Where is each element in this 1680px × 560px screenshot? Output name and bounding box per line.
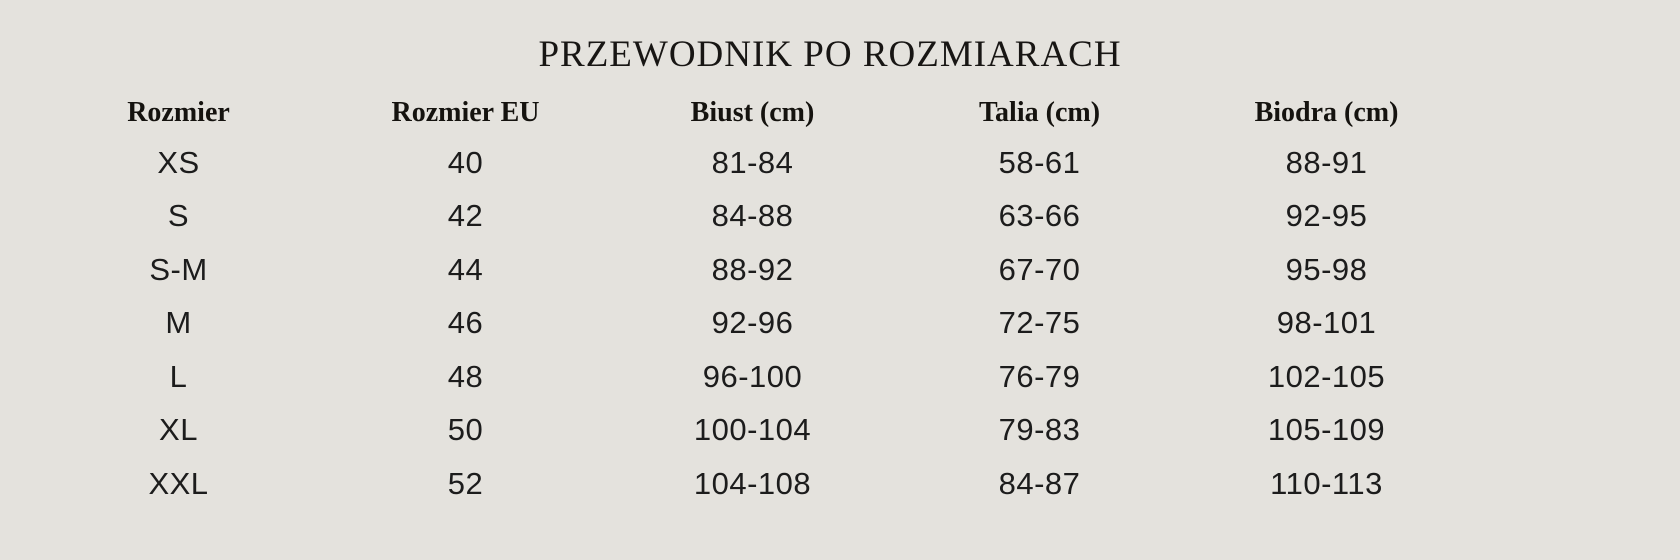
table-cell: 50: [447, 412, 484, 448]
size-label-cell: XS: [157, 144, 200, 180]
column-header-rozmier-eu: Rozmier EU: [391, 97, 540, 128]
table-row: S 42 84-88 63-66 92-95: [35, 190, 1470, 244]
size-guide-table: Rozmier Rozmier EU Biust (cm) Talia (cm)…: [35, 90, 1470, 511]
table-cell: 92-96: [711, 305, 794, 341]
table-cell: 102-105: [1267, 358, 1386, 394]
table-cell: 105-109: [1267, 412, 1386, 448]
table-cell: 88-92: [711, 251, 794, 287]
page-title: PRZEWODNIK PO ROZMIARACH: [538, 34, 1122, 75]
table-row: L 48 96-100 76-79 102-105: [35, 350, 1470, 404]
table-cell: 96-100: [702, 358, 803, 394]
table-cell: 92-95: [1285, 198, 1368, 234]
table-header-row: Rozmier Rozmier EU Biust (cm) Talia (cm)…: [35, 90, 1470, 136]
column-header-biust: Biust (cm): [690, 97, 815, 128]
column-header-rozmier: Rozmier: [127, 97, 230, 128]
table-cell: 100-104: [693, 412, 812, 448]
size-label-cell: XXL: [148, 465, 209, 501]
size-label-cell: M: [165, 305, 192, 341]
table-cell: 79-83: [998, 412, 1081, 448]
table-cell: 81-84: [711, 144, 794, 180]
table-cell: 98-101: [1276, 305, 1377, 341]
table-cell: 88-91: [1285, 144, 1368, 180]
size-label-cell: S: [167, 198, 190, 234]
table-row: XS 40 81-84 58-61 88-91: [35, 136, 1470, 190]
table-row: S-M 44 88-92 67-70 95-98: [35, 243, 1470, 297]
table-cell: 40: [447, 144, 484, 180]
table-cell: 44: [447, 251, 484, 287]
table-cell: 104-108: [693, 465, 812, 501]
table-body: XS 40 81-84 58-61 88-91 S 42 84-88 63-66 92-95 S-M…: [35, 136, 1470, 511]
column-header-biodra: Biodra (cm): [1254, 97, 1399, 128]
column-header-talia: Talia (cm): [978, 97, 1101, 128]
size-label-cell: S-M: [149, 251, 208, 287]
table-cell: 67-70: [998, 251, 1081, 287]
table-cell: 95-98: [1285, 251, 1368, 287]
table-row: XL 50 100-104 79-83 105-109: [35, 404, 1470, 458]
size-label-cell: XL: [159, 412, 198, 448]
table-row: XXL 52 104-108 84-87 110-113: [35, 457, 1470, 511]
table-cell: 63-66: [998, 198, 1081, 234]
table-cell: 72-75: [998, 305, 1081, 341]
table-cell: 110-113: [1270, 465, 1383, 501]
table-cell: 84-87: [998, 465, 1081, 501]
table-cell: 46: [447, 305, 484, 341]
table-cell: 84-88: [711, 198, 794, 234]
table-cell: 76-79: [998, 358, 1081, 394]
table-cell: 52: [447, 465, 484, 501]
table-cell: 42: [447, 198, 484, 234]
table-cell: 48: [447, 358, 484, 394]
table-cell: 58-61: [998, 144, 1081, 180]
table-row: M 46 92-96 72-75 98-101: [35, 297, 1470, 351]
size-label-cell: L: [169, 358, 188, 394]
